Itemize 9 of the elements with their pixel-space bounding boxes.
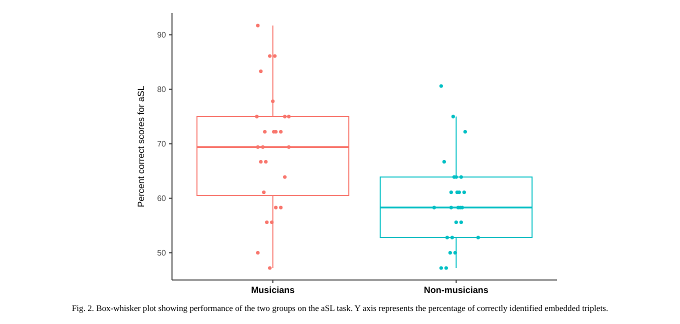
x-tick-label: Non-musicians: [424, 285, 488, 295]
y-tick-label: 80: [157, 84, 167, 94]
y-tick-label: 60: [157, 194, 167, 203]
y-tick-label: 90: [157, 30, 167, 40]
y-axis-title: Percent correct scores for aSL: [136, 86, 146, 208]
y-tick-label: 70: [157, 139, 167, 148]
x-tick-label: Musicians: [251, 285, 295, 295]
caption: Fig. 2. Box-whisker plot showing performance of the two groups on the aSL task. Y axis represents the percentage of correctly identified embedded triplets.: [72, 303, 608, 313]
y-tick-label: 50: [157, 248, 167, 258]
